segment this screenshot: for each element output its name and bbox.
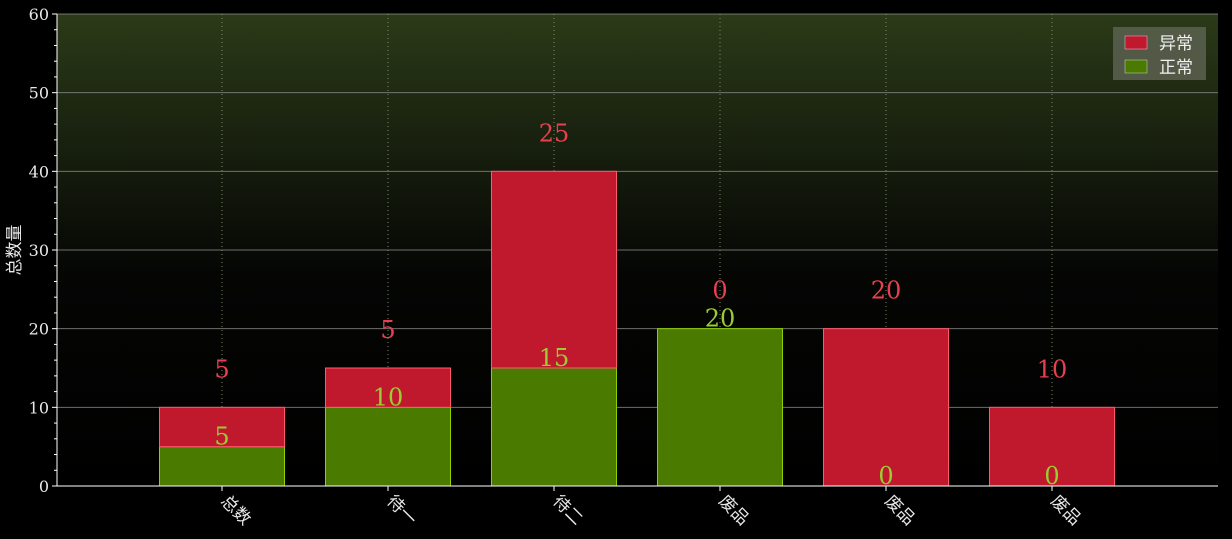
data-label-normal: 5 (214, 423, 229, 451)
y-tick-label: 30 (29, 241, 49, 260)
data-label-abnormal: 5 (214, 355, 229, 383)
data-label-abnormal: 20 (871, 277, 902, 305)
y-tick-label: 50 (29, 84, 49, 103)
data-label-abnormal: 25 (539, 119, 570, 147)
legend-label: 正常 (1159, 58, 1193, 78)
y-tick-label: 20 (29, 320, 49, 339)
bar-normal (159, 446, 285, 487)
data-label-normal: 0 (878, 462, 893, 490)
data-label-abnormal: 5 (380, 316, 395, 344)
legend-label: 异常 (1159, 34, 1193, 54)
bar-abnormal (823, 328, 949, 487)
bar-normal (325, 406, 451, 487)
x-tick-label: 废品 (1046, 491, 1084, 529)
data-label-abnormal: 0 (712, 277, 727, 305)
legend-swatch (1124, 35, 1148, 50)
bar-normal (491, 367, 617, 487)
x-tick-label: 待一 (382, 491, 420, 529)
bar-abnormal (491, 170, 617, 369)
bar-normal (657, 328, 783, 487)
x-tick-label: 总数 (216, 491, 254, 529)
y-tick-label: 60 (29, 5, 49, 24)
y-axis-label: 总数量 (5, 225, 25, 276)
bar-abnormal (159, 406, 285, 448)
y-tick-label: 40 (29, 162, 49, 181)
bar-abnormal (989, 406, 1115, 487)
y-tick-label: 0 (39, 477, 49, 496)
data-label-normal: 15 (539, 344, 570, 372)
x-tick-label: 待二 (548, 491, 586, 529)
data-label-normal: 10 (373, 383, 404, 411)
bar-abnormal (325, 367, 451, 408)
x-tick-label: 废品 (880, 491, 918, 529)
data-label-normal: 20 (705, 305, 736, 333)
bars-layer (159, 170, 1115, 487)
x-tick-label: 废品 (714, 491, 752, 529)
y-tick-label: 10 (29, 398, 49, 417)
data-label-normal: 0 (1044, 462, 1059, 490)
legend-swatch (1124, 59, 1148, 74)
data-label-abnormal: 10 (1037, 355, 1068, 383)
